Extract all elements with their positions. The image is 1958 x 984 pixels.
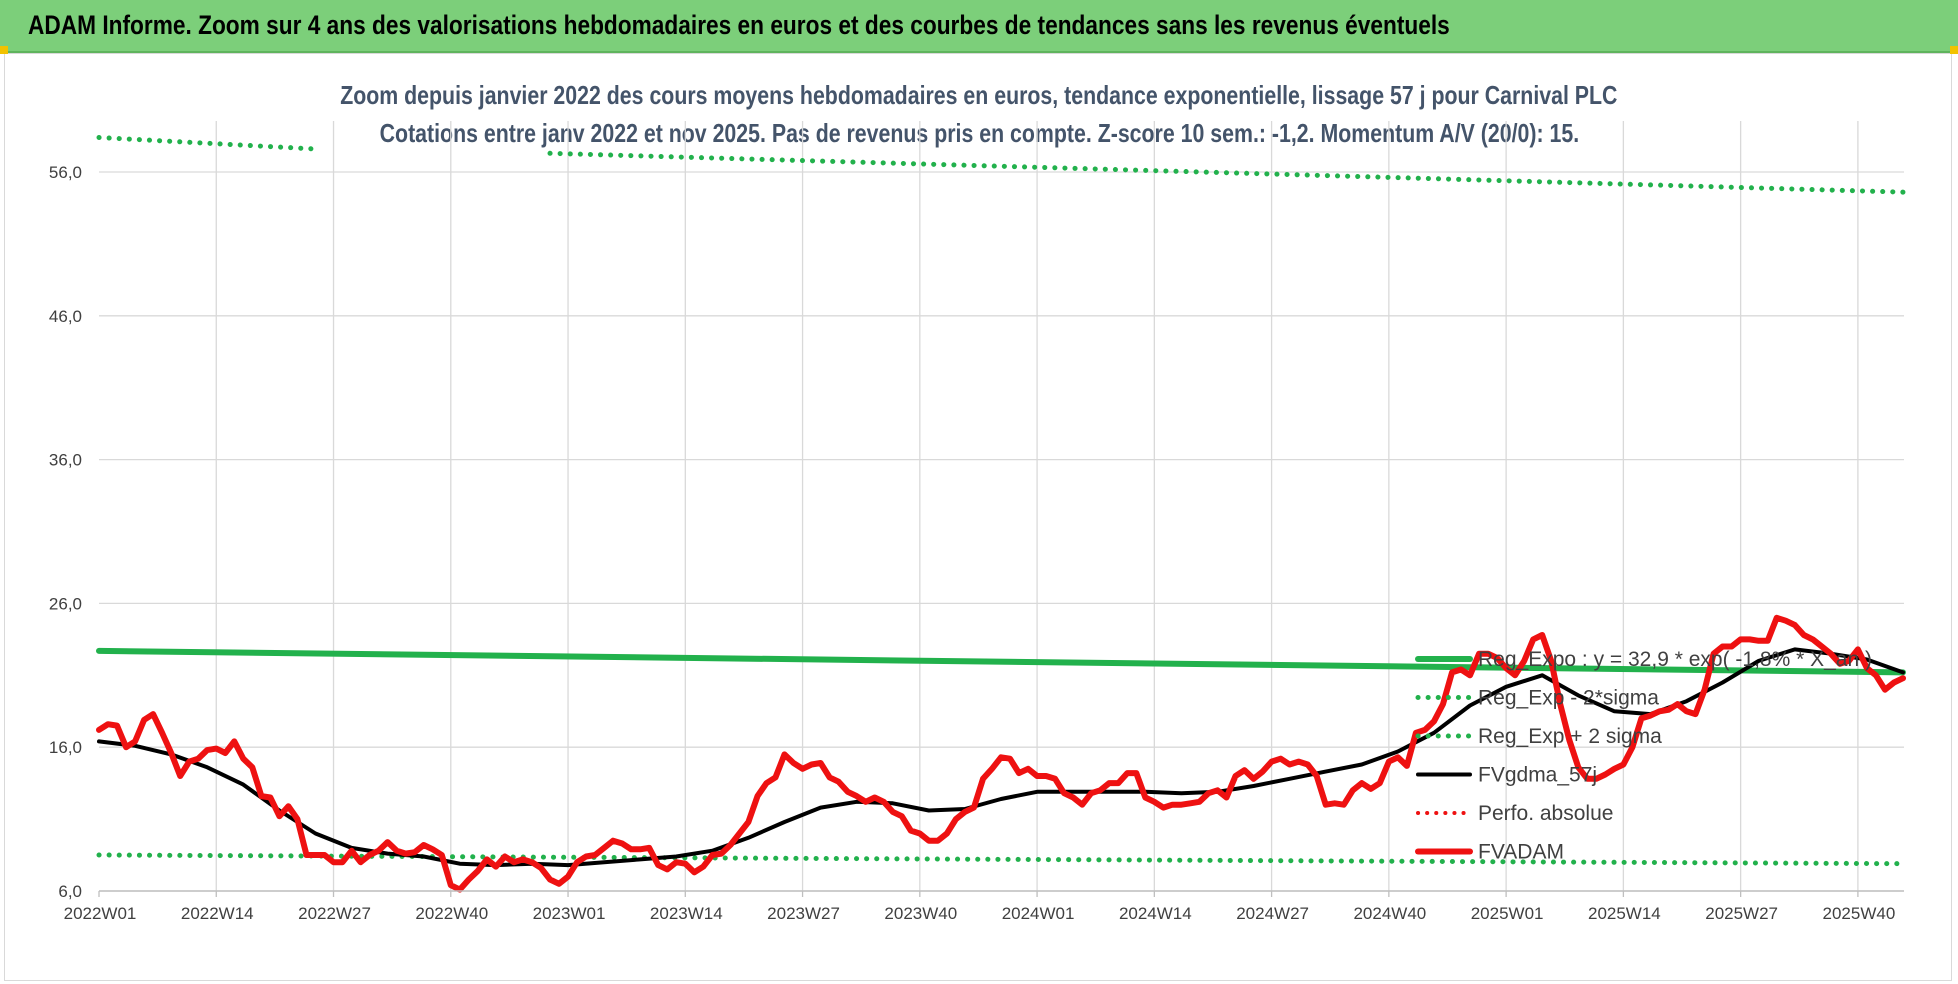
x-tick-label: 2025W14: [1588, 904, 1661, 923]
series-line-reg-exp-2-sigma: [96, 134, 1906, 195]
x-tick-label: 2023W01: [533, 904, 606, 923]
legend-label-reg-exp-2-sigma: Reg_Exp - 2*sigma: [1478, 687, 1659, 710]
x-tick-label: 2022W40: [415, 904, 488, 923]
chart-series: [96, 134, 1906, 893]
y-tick-label: 36,0: [49, 451, 82, 470]
legend-label-reg-exp-2-sigma: Reg_Exp + 2 sigma: [1478, 725, 1662, 748]
legend-label-fvadam: FVADAM: [1478, 841, 1564, 864]
chart-title: Zoom depuis janvier 2022 des cours moyen…: [0, 80, 1958, 111]
x-tick-label: 2023W40: [884, 904, 957, 923]
x-tick-label: 2025W27: [1705, 904, 1778, 923]
legend-label-fvgdma-57j: FVgdma_57j: [1478, 764, 1597, 787]
banner-title: ADAM Informe. Zoom sur 4 ans des valoris…: [28, 10, 1450, 40]
y-tick-label: 16,0: [49, 738, 82, 757]
y-tick-label: 56,0: [49, 163, 82, 182]
x-tick-label: 2024W27: [1236, 904, 1309, 923]
series-line-reg-expo-y-32-9-exp-1-8-x-an: [96, 647, 1906, 676]
chart-title-text: Zoom depuis janvier 2022 des cours moyen…: [340, 80, 1618, 110]
x-tick-label: 2023W27: [767, 904, 840, 923]
chart-subtitle: Cotations entre janv 2022 et nov 2025. P…: [0, 118, 1958, 149]
x-tick-label: 2024W01: [1002, 904, 1075, 923]
x-tick-label: 2025W40: [1823, 904, 1896, 923]
chart-subtitle-text: Cotations entre janv 2022 et nov 2025. P…: [379, 118, 1579, 148]
series-line-fvadam: [96, 614, 1906, 893]
chart-legend: Reg_Expo : y = 32,9 * exp( -1,8% * X_an …: [1415, 648, 1872, 864]
legend-label-perfo-absolue: Perfo. absolue: [1478, 802, 1613, 825]
x-tick-label: 2024W40: [1353, 904, 1426, 923]
line-chart: 6,0 16,0 26,0 36,0 46,0 56,0 2022W01 2022W14 202…: [49, 121, 1906, 923]
x-tick-label: 2022W14: [181, 904, 254, 923]
corner-mark-top-left: [0, 46, 8, 54]
x-tick-label: 2023W14: [650, 904, 723, 923]
x-tick-label: 2022W01: [64, 904, 137, 923]
chart-grid: [99, 121, 1904, 892]
banner: ADAM Informe. Zoom sur 4 ans des valoris…: [0, 0, 1958, 53]
y-tick-label: 6,0: [58, 882, 82, 901]
y-tick-label: 26,0: [49, 594, 82, 613]
x-tick-label: 2022W27: [298, 904, 371, 923]
chart-frame: [4, 53, 1952, 981]
x-tick-label: 2025W01: [1471, 904, 1544, 923]
y-tick-label: 46,0: [49, 307, 82, 326]
x-tick-label: 2024W14: [1119, 904, 1192, 923]
chart-axes: 6,0 16,0 26,0 36,0 46,0 56,0 2022W01 2022W14 202…: [49, 163, 1904, 923]
legend-label-reg-expo-y-32-9-exp-1-8-x-an: Reg_Expo : y = 32,9 * exp( -1,8% * X_an …: [1478, 648, 1872, 671]
corner-mark-top-right: [1950, 46, 1958, 54]
